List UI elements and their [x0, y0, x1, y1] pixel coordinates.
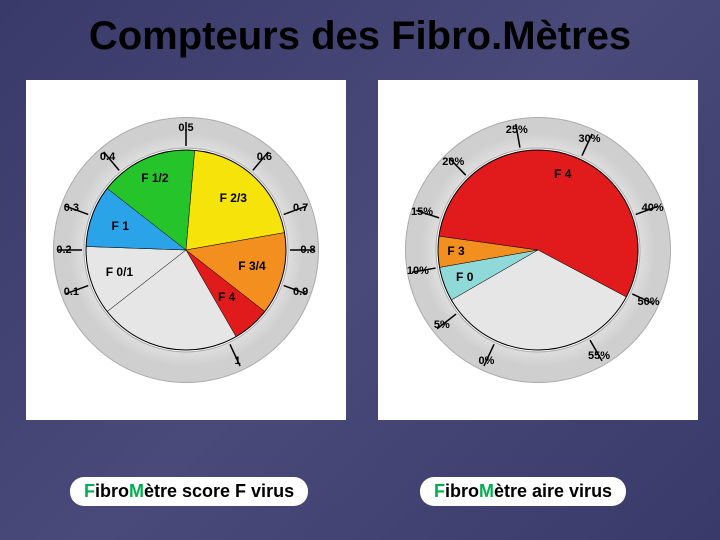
tick-label: 0.9	[293, 286, 308, 298]
tick-label: 0.7	[293, 202, 308, 214]
left-caption: FibroMètre score F virus	[70, 477, 308, 506]
tick-label: 30%	[579, 133, 601, 145]
segment-label: F 3	[447, 244, 464, 258]
left-dial: 0.1 0.2 0.3 0.4 0.5 0.6 0.7 0.8 0.9 1 F 0/1 F 1 F 1/…	[46, 110, 326, 390]
caption-text: ètre aire virus	[494, 481, 612, 501]
left-panel: 0.1 0.2 0.3 0.4 0.5 0.6 0.7 0.8 0.9 1 F 0/1 F 1 F 1/…	[26, 80, 346, 420]
caption-letter: M	[129, 481, 144, 501]
right-panel: 0% 5% 10% 15% 20% 25% 30% 40% 50% 55% F 0 F 3 F 4	[378, 80, 698, 420]
tick-label: 40%	[642, 202, 664, 214]
tick-label: 0.1	[64, 286, 79, 298]
tick-label: 0.3	[64, 202, 79, 214]
tick-label: 15%	[411, 206, 433, 218]
segment-label: F 4	[554, 167, 571, 181]
segment-label: F 1/2	[141, 171, 168, 185]
tick-label: 0.2	[56, 244, 71, 256]
caption-text: ibro	[445, 481, 479, 501]
right-caption: FibroMètre aire virus	[420, 477, 626, 506]
slide-title: Compteurs des Fibro.Mètres	[0, 14, 720, 59]
tick-label: 50%	[638, 296, 660, 308]
tick-label: 25%	[506, 124, 528, 136]
tick-label: 10%	[407, 265, 429, 277]
segment-label: F 2/3	[220, 191, 247, 205]
right-dial: 0% 5% 10% 15% 20% 25% 30% 40% 50% 55% F 0 F 3 F 4	[398, 110, 678, 390]
tick-label: 0%	[478, 355, 494, 367]
caption-text: ètre score F virus	[144, 481, 294, 501]
tick-label: 0.6	[257, 151, 272, 163]
slide: Compteurs des Fibro.Mètres 0.10.20.30.40…	[0, 0, 720, 540]
segment-label: F 0/1	[106, 265, 133, 279]
segment-label: F 3/4	[238, 259, 265, 273]
tick-label: 0.8	[300, 244, 315, 256]
caption-letter: F	[84, 481, 95, 501]
segment-label: F 4	[218, 290, 235, 304]
caption-text: ibro	[95, 481, 129, 501]
segment-label: F 1	[112, 219, 129, 233]
tick-label: 55%	[588, 350, 610, 362]
dial-svg	[398, 110, 678, 390]
caption-letter: F	[434, 481, 445, 501]
tick-label: 20%	[442, 156, 464, 168]
tick-label: 0.4	[100, 151, 115, 163]
tick-label: 1	[234, 355, 240, 367]
tick-label: 0.5	[178, 122, 193, 134]
caption-letter: M	[479, 481, 494, 501]
dial-svg	[46, 110, 326, 390]
tick-label: 5%	[434, 319, 450, 331]
segment-label: F 0	[456, 270, 473, 284]
